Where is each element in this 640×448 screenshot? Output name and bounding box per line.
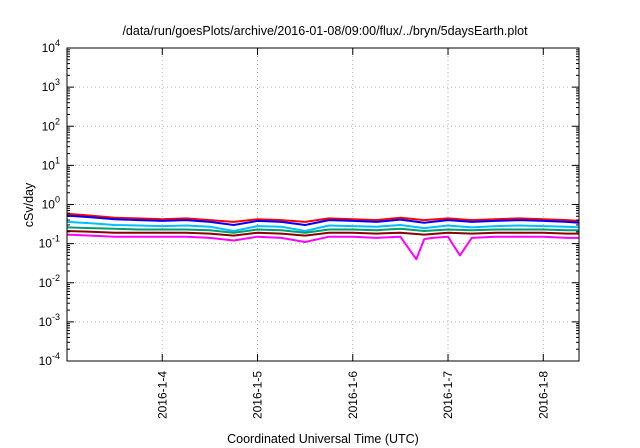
- x-tick-labels: 2016-1-4 2016-1-5 2016-1-6 2016-1-7 2016-1-8: [155, 371, 550, 419]
- x-tick-label: 2016-1-7: [441, 371, 455, 419]
- grid: [67, 48, 579, 361]
- series-group: [66, 212, 580, 261]
- series-line-3: [66, 220, 580, 232]
- series-line-5: [66, 230, 579, 237]
- x-axis-label: Coordinated Universal Time (UTC): [227, 432, 419, 446]
- y-tick-label: 10-3: [39, 312, 60, 329]
- y-tick-label: 10-1: [39, 234, 60, 251]
- series-line-4: [66, 226, 579, 234]
- x-tick-label: 2016-1-6: [346, 371, 360, 419]
- y-tick-label: 10-4: [39, 351, 60, 368]
- x-tick-label: 2016-1-4: [155, 371, 169, 419]
- x-tick-label: 2016-1-8: [536, 371, 550, 419]
- chart-title: /data/run/goesPlots/archive/2016-01-08/0…: [122, 24, 528, 38]
- y-tick-label: 100: [42, 195, 60, 212]
- y-axis-label: cSv/day: [22, 182, 36, 227]
- x-tick-label: 2016-1-5: [251, 371, 265, 419]
- series-line-6: [66, 233, 579, 261]
- series-line-2: [66, 214, 580, 226]
- ticks: [67, 47, 579, 362]
- y-tick-labels: 10-4 10-3 10-2 10-1 100 101 102 103 104: [39, 38, 60, 368]
- y-tick-label: 101: [42, 155, 60, 172]
- y-tick-label: 102: [42, 116, 60, 133]
- y-tick-label: 10-2: [39, 273, 60, 290]
- series-line-1: [66, 212, 580, 223]
- y-tick-label: 103: [42, 77, 60, 94]
- y-tick-label: 104: [42, 38, 60, 55]
